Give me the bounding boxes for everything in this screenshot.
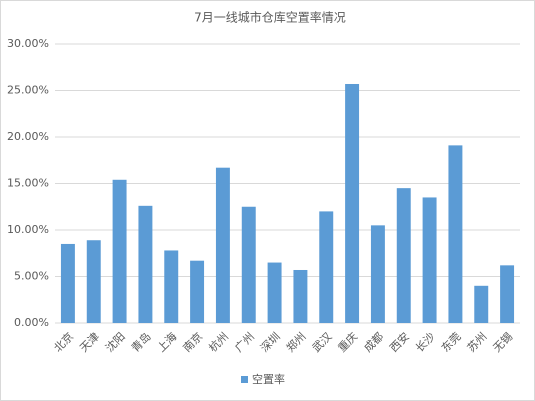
bar (86, 240, 101, 323)
y-tick-label: 20.00% (7, 130, 49, 143)
legend-label: 空置率 (252, 372, 285, 386)
bar (500, 265, 515, 323)
bar (293, 269, 308, 323)
bar (474, 285, 489, 323)
y-tick-label: 0.00% (14, 316, 49, 329)
legend-swatch (241, 376, 248, 383)
bar (422, 197, 437, 323)
y-tick-label: 30.00% (7, 37, 49, 50)
bar (370, 225, 385, 323)
y-tick-label: 25.00% (7, 84, 49, 97)
y-tick-label: 15.00% (7, 177, 49, 190)
bar (60, 243, 75, 323)
bar (215, 167, 230, 323)
bar (164, 250, 179, 323)
bar (448, 145, 463, 323)
bar (345, 83, 360, 324)
bar (241, 206, 256, 323)
y-tick-label: 5.00% (14, 270, 49, 283)
bar (190, 260, 205, 323)
y-tick-label: 10.00% (7, 223, 49, 236)
bar (112, 179, 127, 323)
bar (267, 262, 282, 323)
bar (396, 188, 411, 323)
chart-title: 7月一线城市仓库空置率情况 (194, 10, 346, 25)
bar (319, 211, 334, 323)
bar (138, 205, 153, 323)
